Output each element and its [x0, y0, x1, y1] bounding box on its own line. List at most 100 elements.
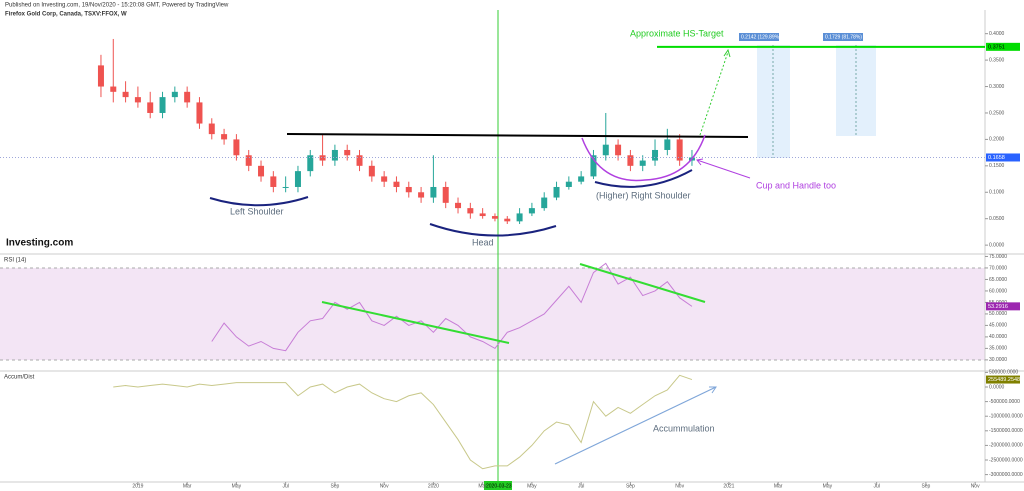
chart-title: Firefox Gold Corp, Canada, TSXV:FFOX, W — [5, 12, 127, 18]
candle-body — [405, 186, 412, 193]
x-tick-label: Sep — [921, 483, 930, 489]
annotation: (Higher) Right Shoulder — [596, 190, 691, 200]
candle-body — [516, 213, 523, 222]
y-tick-label: 40.0000 — [989, 334, 1007, 340]
arrow-head — [696, 158, 704, 166]
candle-body — [479, 213, 486, 217]
logo: Investing.com — [6, 238, 73, 249]
y-tick-label: 30.0000 — [989, 357, 1007, 363]
cup-arrow — [696, 159, 751, 179]
last-value-label: 53.2916 — [988, 304, 1008, 310]
x-tick-label: May — [527, 483, 537, 489]
y-tick-label: 60.0000 — [989, 288, 1007, 294]
pane-title: Accum/Dist — [4, 375, 35, 381]
candle-body — [97, 65, 104, 87]
y-tick-label: -3000000.0000 — [989, 472, 1023, 478]
left-shoulder-arc — [209, 196, 309, 207]
candle-body — [208, 123, 215, 135]
y-tick-label: 500000.0000 — [989, 370, 1018, 376]
candle-body — [159, 97, 166, 113]
crosshair-date: 2020-03-23 — [486, 483, 512, 489]
series-line — [113, 374, 693, 470]
rsi-trendline — [579, 263, 706, 303]
y-tick-label: -2500000.0000 — [989, 457, 1023, 463]
candle-body — [344, 149, 351, 156]
y-tick-label: 45.0000 — [989, 323, 1007, 329]
candle-body — [504, 218, 511, 222]
x-tick-label: 2020 — [428, 483, 439, 489]
last-value-bg — [986, 42, 1020, 51]
rsi-band — [0, 268, 985, 360]
candle-body — [664, 139, 671, 150]
y-tick-label: 0.3500 — [989, 57, 1005, 63]
y-tick-label: 0.0000 — [989, 384, 1005, 390]
measure-label: 0.2142 (129.89%) 2142 — [741, 34, 793, 40]
candle-body — [491, 216, 498, 219]
x-tick-label: May — [232, 483, 242, 489]
last-value-label: 255489.2548 — [988, 377, 1020, 383]
last-value-bg — [986, 302, 1020, 311]
candle-body — [442, 186, 449, 203]
candle-body — [356, 155, 363, 166]
candle-body — [110, 86, 117, 92]
measure-label: 0.1729 (81.78%) 1729 — [825, 34, 875, 40]
pane-title: RSI (14) — [4, 258, 26, 264]
y-tick-label: 0.1000 — [989, 190, 1005, 196]
candle-body — [233, 139, 240, 156]
candle-body — [578, 176, 585, 182]
annotation: Head — [472, 237, 494, 247]
last-value-bg — [986, 153, 1020, 162]
candle-body — [270, 176, 277, 187]
candle-body — [418, 192, 425, 198]
x-tick-label: Jul — [282, 483, 288, 489]
y-tick-label: 0.2000 — [989, 137, 1005, 143]
last-value-bg — [986, 375, 1020, 384]
candle-body — [331, 149, 338, 161]
candle-body — [221, 134, 228, 140]
y-tick-label: -1500000.0000 — [989, 428, 1023, 434]
last-value-label: 0.3751 — [988, 44, 1005, 50]
x-tick-label: Mar — [478, 483, 487, 489]
annotation: Left Shoulder — [230, 206, 284, 216]
candle-body — [528, 208, 535, 214]
candle-body — [676, 139, 683, 161]
y-tick-label: 0.1500 — [989, 163, 1005, 169]
x-tick-label: Nov — [380, 483, 389, 489]
candle-body — [196, 102, 203, 124]
candle-body — [134, 97, 141, 103]
x-tick-label: 2019 — [132, 483, 143, 489]
measure-label-bg — [823, 33, 863, 41]
y-tick-label: 50.0000 — [989, 311, 1007, 317]
y-tick-label: 0.2500 — [989, 110, 1005, 116]
x-tick-label: Jul — [578, 483, 584, 489]
neckline — [286, 133, 749, 138]
candle-body — [294, 171, 301, 187]
candle-body — [393, 181, 400, 187]
candle-body — [282, 186, 289, 188]
candle-body — [258, 165, 265, 177]
candle-body — [565, 181, 572, 187]
candle-body — [171, 91, 178, 98]
y-tick-label: 0.3000 — [989, 84, 1005, 90]
y-tick-label: 70.0000 — [989, 265, 1007, 271]
y-tick-label: 0.0000 — [989, 242, 1005, 248]
candle-body — [627, 155, 634, 166]
x-tick-label: 2021 — [723, 483, 734, 489]
y-tick-label: 0.0500 — [989, 216, 1005, 222]
candle-body — [615, 144, 622, 156]
candle-body — [553, 186, 560, 198]
accum-arrow — [554, 386, 717, 465]
x-tick-label: May — [823, 483, 833, 489]
x-tick-label: Mar — [774, 483, 783, 489]
x-tick-label: Jul — [873, 483, 879, 489]
candle-body — [368, 165, 375, 177]
head-arc — [429, 223, 557, 237]
y-tick-label: 65.0000 — [989, 277, 1007, 283]
y-tick-label: 0.4000 — [989, 31, 1005, 37]
y-tick-label: -2000000.0000 — [989, 443, 1023, 449]
candle-body — [147, 102, 154, 113]
candle-body — [541, 197, 548, 209]
y-tick-label: -500000.0000 — [989, 399, 1020, 405]
